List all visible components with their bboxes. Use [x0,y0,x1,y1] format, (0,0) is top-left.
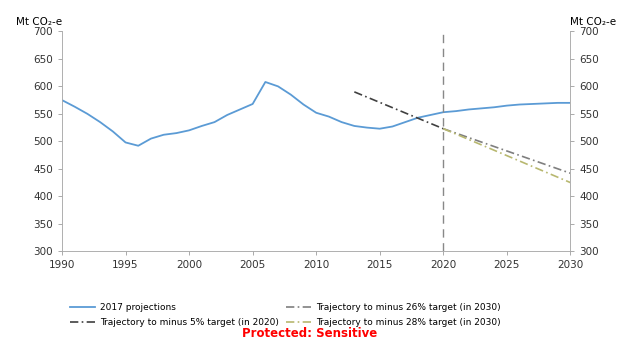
2017 projections [148,136,155,141]
2017 projections [300,102,308,106]
2017 projections [275,84,282,89]
2017 projections [97,120,104,124]
Trajectory to minus 26% target (in 2030) [567,171,574,175]
2017 projections [490,105,498,109]
2017 projections [465,107,472,112]
2017 projections [338,120,345,124]
2017 projections [185,128,193,132]
2017 projections [389,124,396,128]
2017 projections [71,105,79,109]
2017 projections [287,92,294,97]
2017 projections [414,116,422,120]
2017 projections [224,113,231,117]
2017 projections [160,133,167,137]
2017 projections [516,102,523,106]
Line: Trajectory to minus 28% target (in 2030): Trajectory to minus 28% target (in 2030) [443,129,570,183]
Trajectory to minus 26% target (in 2030) [440,127,447,131]
2017 projections [109,129,117,134]
2017 projections [402,120,409,124]
2017 projections [122,140,130,144]
2017 projections [363,126,371,130]
2017 projections [249,102,257,106]
2017 projections [376,127,384,131]
Trajectory to minus 28% target (in 2030) [567,180,574,185]
Text: Mt CO₂-e: Mt CO₂-e [16,17,63,27]
Trajectory to minus 5% target (in 2020) [351,90,358,94]
Text: Mt CO₂-e: Mt CO₂-e [570,17,616,27]
2017 projections [440,110,447,114]
2017 projections [173,131,180,135]
2017 projections [326,114,333,119]
Line: Trajectory to minus 26% target (in 2030): Trajectory to minus 26% target (in 2030) [443,129,570,173]
2017 projections [503,104,511,108]
2017 projections [427,113,435,117]
2017 projections [478,106,485,110]
Line: Trajectory to minus 5% target (in 2020): Trajectory to minus 5% target (in 2020) [355,92,443,129]
2017 projections [567,101,574,105]
2017 projections [262,80,269,84]
2017 projections [541,101,549,105]
2017 projections [84,112,91,116]
Trajectory to minus 5% target (in 2020) [440,127,447,131]
2017 projections [236,107,244,112]
Trajectory to minus 28% target (in 2030) [440,127,447,131]
2017 projections [135,144,142,148]
2017 projections [58,98,66,102]
2017 projections [453,109,460,113]
Text: Protected: Sensitive: Protected: Sensitive [242,327,378,340]
2017 projections [198,124,206,128]
2017 projections [554,101,562,105]
Line: 2017 projections: 2017 projections [62,82,570,146]
2017 projections [312,111,320,115]
2017 projections [529,102,536,106]
2017 projections [211,120,218,124]
2017 projections [351,124,358,128]
Legend: 2017 projections, Trajectory to minus 5% target (in 2020), Trajectory to minus 2: 2017 projections, Trajectory to minus 5%… [66,300,504,331]
